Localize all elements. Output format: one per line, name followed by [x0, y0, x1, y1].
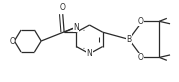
Text: O: O: [138, 17, 143, 26]
Text: O: O: [138, 53, 143, 62]
Text: N: N: [87, 49, 92, 58]
Text: N: N: [73, 23, 79, 32]
Text: B: B: [126, 35, 131, 44]
Text: O: O: [60, 3, 66, 12]
Text: O: O: [9, 36, 15, 46]
